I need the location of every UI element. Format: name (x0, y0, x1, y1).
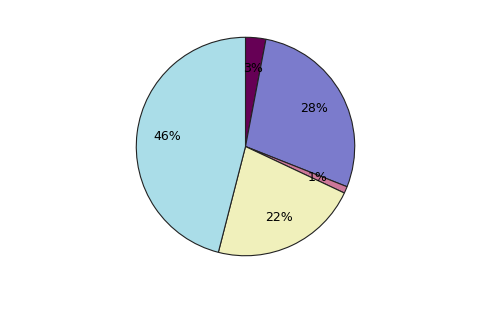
Wedge shape (246, 37, 266, 147)
Wedge shape (218, 147, 344, 256)
Text: 28%: 28% (300, 102, 328, 115)
Text: 3%: 3% (243, 62, 263, 75)
Wedge shape (246, 147, 347, 193)
Wedge shape (246, 39, 355, 187)
Text: 22%: 22% (265, 211, 293, 224)
Wedge shape (136, 37, 246, 252)
Text: 46%: 46% (154, 130, 181, 143)
Text: 1%: 1% (308, 171, 327, 184)
